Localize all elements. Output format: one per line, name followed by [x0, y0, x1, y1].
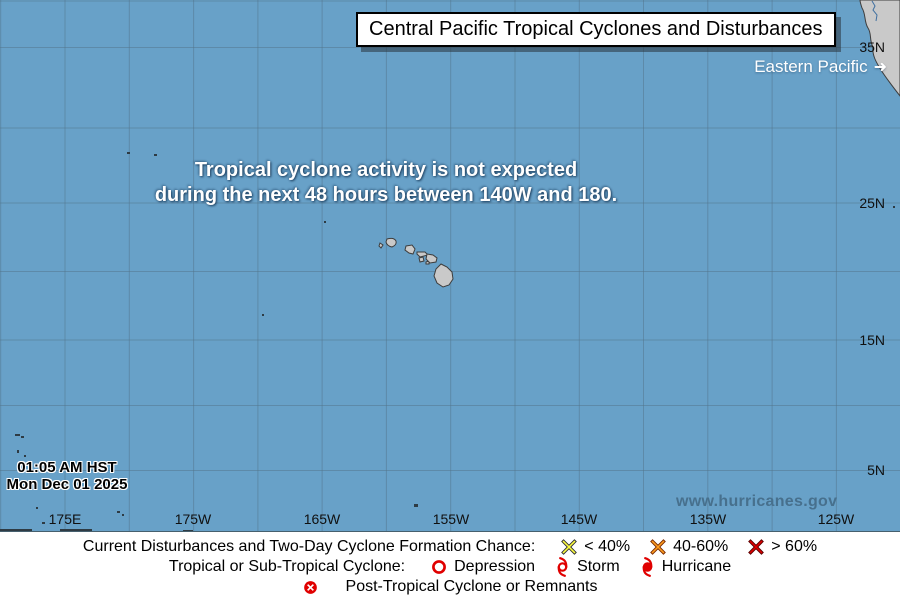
- lat-label-25n: 25N: [859, 195, 885, 211]
- lat-label-15n: 15N: [859, 332, 885, 348]
- depression-label: Depression: [454, 558, 536, 575]
- legend-row-formation-chance: Current Disturbances and Two-Day Cyclone…: [0, 537, 900, 557]
- post-tropical-label: Post-Tropical Cyclone or Remnants: [345, 578, 598, 595]
- legend-item-medium-chance: 40-60%: [650, 537, 728, 557]
- cyclone-types-label: Tropical or Sub-Tropical Cyclone:: [168, 558, 406, 575]
- lon-label-165w: 165W: [303, 511, 341, 527]
- storm-icon: [555, 557, 570, 577]
- outlook-message: Tropical cyclone activity is not expecte…: [128, 158, 644, 208]
- x-mark-orange-icon: [650, 539, 666, 555]
- medium-chance-label: 40-60%: [673, 538, 729, 555]
- hurricanes-gov-watermark: www.hurricanes.gov: [676, 493, 838, 510]
- legend-row-cyclone-types: Tropical or Sub-Tropical Cyclone: Depres…: [0, 557, 900, 577]
- map-canvas: 35N 25N 15N 5N 175E 175W 165W 155W 145W …: [0, 0, 900, 532]
- outlook-message-line1: Tropical cyclone activity is not expecte…: [194, 159, 578, 181]
- legend-item-depression: Depression: [431, 557, 535, 577]
- formation-chance-label: Current Disturbances and Two-Day Cyclone…: [82, 538, 536, 555]
- timestamp-time: 01:05 AM HST: [17, 459, 117, 476]
- north-america-coastline: [859, 0, 900, 97]
- legend-item-post-tropical: Post-Tropical Cyclone or Remnants: [303, 577, 598, 597]
- lon-label-145w: 145W: [560, 511, 598, 527]
- legend-row-post-tropical: Post-Tropical Cyclone or Remnants: [0, 577, 900, 597]
- grid-lines: [0, 0, 900, 531]
- legend-item-high-chance: > 60%: [748, 537, 817, 557]
- x-mark-red-icon: [748, 539, 765, 555]
- lon-label-135w: 135W: [689, 511, 727, 527]
- page-title: Central Pacific Tropical Cyclones and Di…: [356, 12, 836, 47]
- low-chance-label: < 40%: [584, 538, 631, 555]
- lon-label-175e: 175E: [48, 511, 82, 527]
- post-tropical-icon: [303, 580, 318, 595]
- lon-label-155w: 155W: [432, 511, 470, 527]
- lat-label-5n: 5N: [867, 462, 885, 478]
- right-arrow-icon: ➜: [873, 59, 887, 76]
- eastern-pacific-link[interactable]: Eastern Pacific ➜: [754, 57, 887, 77]
- timestamp-date: Mon Dec 01 2025: [6, 476, 128, 493]
- outlook-message-line2: during the next 48 hours between 140W an…: [154, 184, 618, 206]
- lon-label-125w: 125W: [817, 511, 855, 527]
- eastern-pacific-label: Eastern Pacific: [754, 57, 868, 76]
- high-chance-label: > 60%: [771, 538, 818, 555]
- legend-item-low-chance: < 40%: [561, 537, 630, 557]
- legend-item-storm: Storm: [555, 557, 620, 577]
- hawaiian-islands: [378, 237, 454, 288]
- hurricane-label: Hurricane: [661, 558, 732, 575]
- issuance-timestamp: 01:05 AM HST Mon Dec 01 2025: [2, 459, 132, 493]
- legend-item-hurricane: Hurricane: [640, 557, 731, 577]
- coast-detail-marks: [871, 0, 878, 22]
- hurricane-icon: [640, 557, 655, 577]
- land-layer: [0, 0, 900, 531]
- depression-icon: [431, 559, 447, 575]
- lat-label-35n: 35N: [859, 39, 885, 55]
- lon-label-175w: 175W: [174, 511, 212, 527]
- island-specks: [0, 152, 895, 531]
- x-mark-yellow-icon: [561, 539, 578, 555]
- storm-label: Storm: [577, 558, 620, 575]
- legend: Current Disturbances and Two-Day Cyclone…: [0, 532, 900, 600]
